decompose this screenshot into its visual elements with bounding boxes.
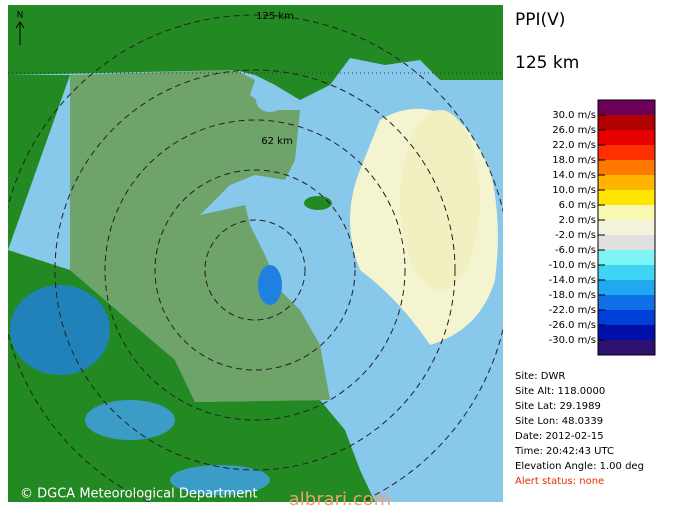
legend: 30.0 m/s 26.0 m/s 22.0 m/s 18.0 m/s 14.0 m/s… — [549, 99, 656, 356]
legend-swatch — [598, 100, 655, 115]
site-info-line: Date: 2012-02-15 — [515, 431, 604, 442]
legend-label: 6.0 m/s — [559, 200, 596, 211]
legend-label: -30.0 m/s — [549, 335, 596, 346]
panel-title: PPI(V) — [515, 10, 565, 30]
site-info-line: Site: DWR — [515, 371, 565, 382]
ring-label: 62 km — [261, 136, 292, 147]
legend-swatch — [598, 175, 655, 190]
legend-swatch — [598, 295, 655, 310]
map: 125 km 62 km N © DGCA Meteorological Dep… — [8, 5, 503, 502]
watermark: albrari.com — [289, 489, 391, 510]
legend-label: -22.0 m/s — [549, 305, 596, 316]
legend-swatch — [598, 265, 655, 280]
legend-swatch — [598, 205, 655, 220]
legend-label: -6.0 m/s — [555, 245, 596, 256]
range-rings — [8, 14, 503, 502]
site-info-line: Elevation Angle: 1.00 deg — [515, 461, 644, 472]
site-info-line: Site Alt: 118.0000 — [515, 386, 605, 397]
legend-swatch — [598, 325, 655, 340]
legend-label: 22.0 m/s — [552, 140, 596, 151]
legend-label: 30.0 m/s — [552, 110, 596, 121]
island — [304, 196, 332, 210]
land — [8, 5, 503, 100]
bay — [256, 88, 284, 112]
site-info-line: Site Lat: 29.1989 — [515, 401, 601, 412]
legend-swatch — [598, 280, 655, 295]
legend-swatch — [598, 145, 655, 160]
legend-swatch — [598, 190, 655, 205]
site-info-line: Time: 20:42:43 UTC — [514, 446, 614, 457]
legend-label: -18.0 m/s — [549, 290, 596, 301]
site-info-line: Site Lon: 48.0339 — [515, 416, 603, 427]
north-label: N — [17, 11, 24, 21]
legend-label: 26.0 m/s — [552, 125, 596, 136]
land — [8, 75, 70, 250]
legend-swatch — [598, 250, 655, 265]
legend-swatch — [598, 115, 655, 130]
legend-swatch — [598, 220, 655, 235]
legend-swatch — [598, 340, 655, 355]
copyright: © DGCA Meteorological Department — [20, 487, 258, 502]
ring-label: 125 km — [256, 11, 294, 22]
alert-status: Alert status: none — [515, 476, 604, 487]
echoes — [10, 108, 498, 495]
legend-swatch — [598, 130, 655, 145]
site-info: Site: DWR Site Alt: 118.0000 Site Lat: 29.… — [514, 371, 644, 472]
legend-label: -2.0 m/s — [555, 230, 596, 241]
legend-label: -14.0 m/s — [549, 275, 596, 286]
legend-label: 2.0 m/s — [559, 215, 596, 226]
panel-range: 125 km — [515, 53, 579, 73]
legend-frame — [597, 99, 656, 356]
legend-label: -10.0 m/s — [549, 260, 596, 271]
legend-swatch — [598, 160, 655, 175]
legend-label: 14.0 m/s — [552, 170, 596, 181]
legend-label: -26.0 m/s — [549, 320, 596, 331]
legend-swatch — [598, 310, 655, 325]
kuwait — [70, 70, 330, 402]
legend-label: 18.0 m/s — [552, 155, 596, 166]
legend-label: 10.0 m/s — [552, 185, 596, 196]
legend-swatch — [598, 235, 655, 250]
north-arrow — [15, 21, 25, 45]
